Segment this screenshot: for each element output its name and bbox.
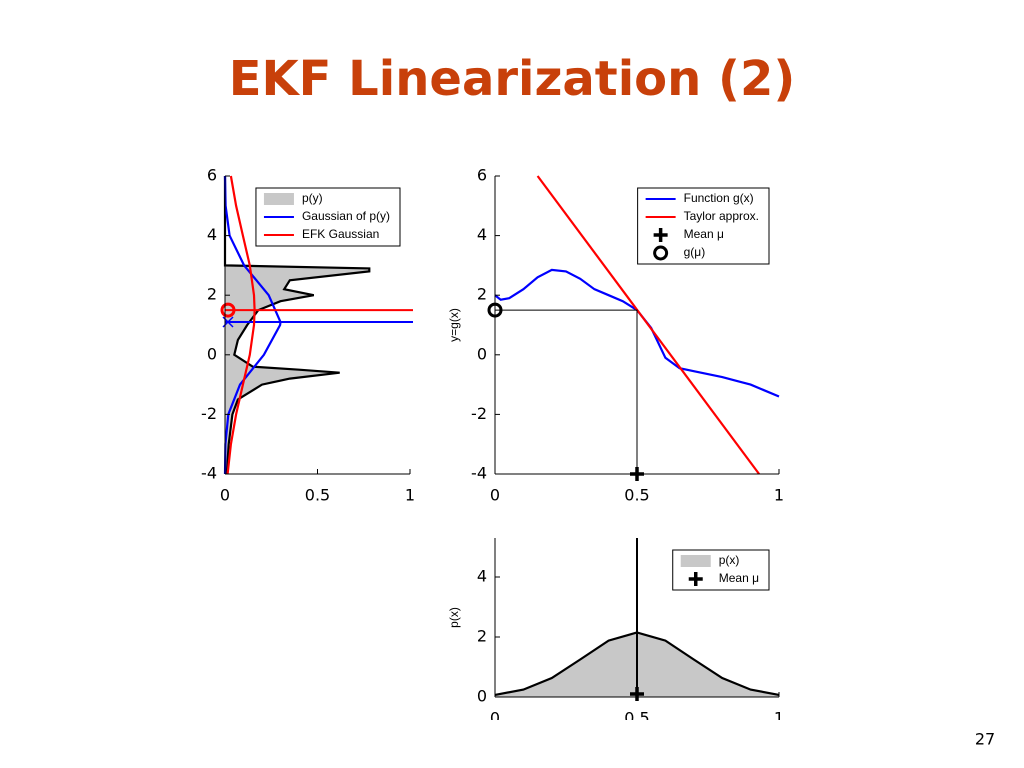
legend-marker [653, 228, 668, 242]
legend-label: p(x) [719, 553, 740, 567]
y-tick-label: 4 [477, 567, 487, 586]
line [223, 175, 282, 475]
legend-label: Function g(x) [684, 191, 754, 205]
chart: 0 0.5 1 0 2 4 p(x) p(x) Mean μ [447, 538, 784, 728]
slide-title: EKF Linearization (2) [229, 51, 796, 107]
y-axis-label: y=g(x) [447, 308, 461, 342]
legend-label: Mean μ [684, 227, 724, 241]
y-tick-label: -2 [201, 404, 217, 423]
y-axis-label: p(x) [447, 607, 461, 628]
legend-label: g(μ) [684, 245, 706, 259]
line [494, 268, 780, 398]
legend: p(y) Gaussian of p(y) EFK Gaussian [255, 187, 401, 247]
y-tick-label: 2 [477, 285, 487, 304]
legend: p(x) Mean μ [672, 549, 770, 591]
x-tick-label: 0 [490, 709, 500, 728]
page-number: 27 [975, 730, 995, 749]
x-tick-label: 1 [405, 486, 415, 505]
marker-stroke [220, 302, 236, 318]
legend: Function g(x) Taylor approx. Mean μ g(μ) [637, 187, 770, 265]
chart: 0 0.5 1 -4 -2 0 2 4 6 y=g(x) Function g(x) Taylor a… [447, 166, 784, 505]
legend-box [637, 187, 770, 265]
legend-label: Gaussian of p(y) [302, 209, 390, 223]
y-tick-label: -4 [471, 464, 487, 483]
y-tick-label: 6 [477, 166, 487, 185]
y-tick-label: 0 [477, 344, 487, 363]
marker-stroke [653, 245, 669, 261]
x-tick-label: 0.5 [624, 709, 649, 728]
line [536, 175, 760, 475]
y-tick-label: 2 [477, 627, 487, 646]
legend-marker [653, 245, 669, 261]
legend-swatch [263, 193, 294, 205]
y-tick-label: -2 [471, 404, 487, 423]
y-tick-label: 4 [207, 225, 217, 244]
y-tick-label: 4 [477, 225, 487, 244]
legend-label: Taylor approx. [684, 209, 759, 223]
legend-label: p(y) [302, 191, 323, 205]
line [223, 176, 371, 475]
x-tick-label: 0.5 [305, 486, 330, 505]
y-tick-label: 2 [207, 285, 217, 304]
x-tick-label: 0 [490, 486, 500, 505]
x-tick-label: 1 [774, 486, 784, 505]
chart: 0 0.5 1 -4 -2 0 2 4 6 p(y) Gaussian of p(y) EFK Gau… [201, 166, 415, 505]
x-tick-label: 0.5 [624, 486, 649, 505]
legend-label: EFK Gaussian [302, 227, 379, 241]
legend-marker [688, 572, 703, 586]
y-tick-label: 0 [207, 344, 217, 363]
y-tick-label: 0 [477, 687, 487, 706]
mean-marker [220, 302, 236, 318]
y-tick-label: 6 [207, 166, 217, 185]
x-tick-label: 0 [220, 486, 230, 505]
guide-line [495, 309, 638, 474]
legend-label: Mean μ [719, 571, 759, 585]
y-tick-label: -4 [201, 464, 217, 483]
legend-swatch [680, 555, 711, 567]
x-tick-label: 1 [774, 709, 784, 728]
line [226, 175, 256, 475]
